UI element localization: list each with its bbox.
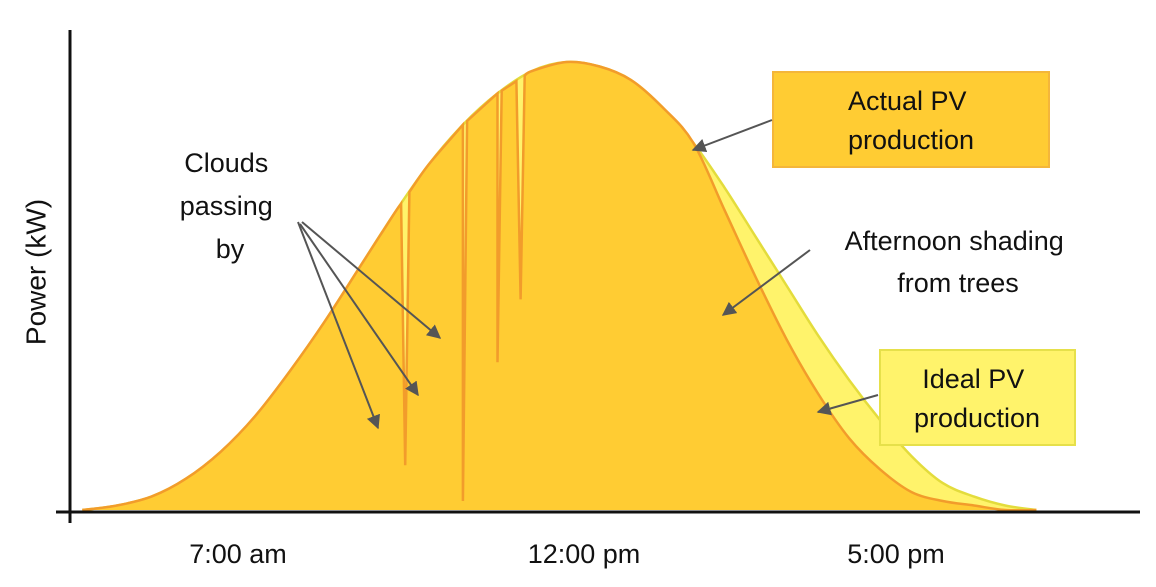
clouds-label-line: by [216,234,245,264]
clouds-annotation: Clouds passing by [180,148,442,430]
afternoon-shading-line: from trees [897,268,1019,298]
arrow [301,221,442,339]
clouds-label-line: passing [180,191,273,221]
arrow [691,119,773,153]
y-axis-title: Power (kW) [20,199,51,345]
afternoon-shading-line: Afternoon shading [845,226,1064,256]
svg-text:Afternoon shading from t: Afternoon shading from trees [845,226,1072,298]
afternoon-shading-annotation: Afternoon shading from trees [721,226,1072,316]
arrow [299,223,419,397]
actual-pv-label-line: production [848,125,974,155]
x-tick-label: 5:00 pm [847,539,945,569]
clouds-label-line: Clouds [184,148,268,178]
ideal-pv-label: Ideal PV production [816,349,1076,446]
x-tick-label: 12:00 pm [528,539,641,569]
arrow [297,221,380,430]
series-layer [82,60,1037,512]
actual-pv-label-line: Actual PV [848,86,967,116]
svg-text:Clouds passing by: Clouds passing by [180,148,281,264]
actual-pv-line [82,60,1037,512]
arrow [816,394,879,416]
ideal-pv-label-line: production [914,403,1040,433]
ideal-pv-label-box [879,349,1076,446]
actual-pv-label-box [772,71,1050,168]
actual-pv-label: Actual PV production [691,71,1050,168]
arrow [721,249,811,316]
x-tick-label: 7:00 am [189,539,287,569]
svg-text:Ideal PV production: Ideal PV production [914,364,1040,433]
ideal-pv-label-line: Ideal PV [922,364,1024,394]
svg-text:Actual PV production: Actual PV production [848,86,974,155]
actual-pv-area [82,61,1037,511]
